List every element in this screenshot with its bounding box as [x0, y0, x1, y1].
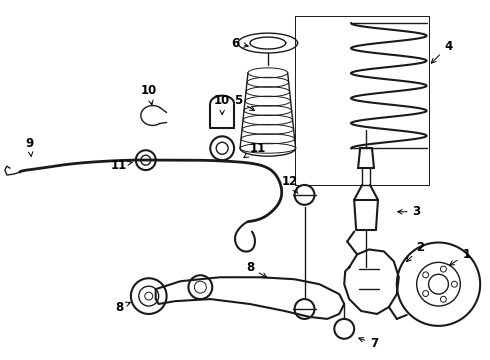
Text: 5: 5	[234, 94, 255, 111]
Text: 11: 11	[244, 142, 266, 158]
Text: 8: 8	[115, 301, 130, 314]
Text: 11: 11	[111, 159, 133, 172]
Text: 10: 10	[141, 84, 157, 105]
Text: 7: 7	[359, 337, 378, 350]
Text: 10: 10	[214, 94, 230, 114]
Text: 2: 2	[407, 241, 425, 262]
Text: 3: 3	[398, 205, 421, 218]
Text: 9: 9	[25, 137, 34, 156]
Text: 4: 4	[431, 40, 453, 63]
Text: 12: 12	[282, 175, 298, 194]
Text: 8: 8	[246, 261, 267, 277]
Text: 1: 1	[450, 248, 470, 265]
Text: 6: 6	[231, 37, 248, 50]
